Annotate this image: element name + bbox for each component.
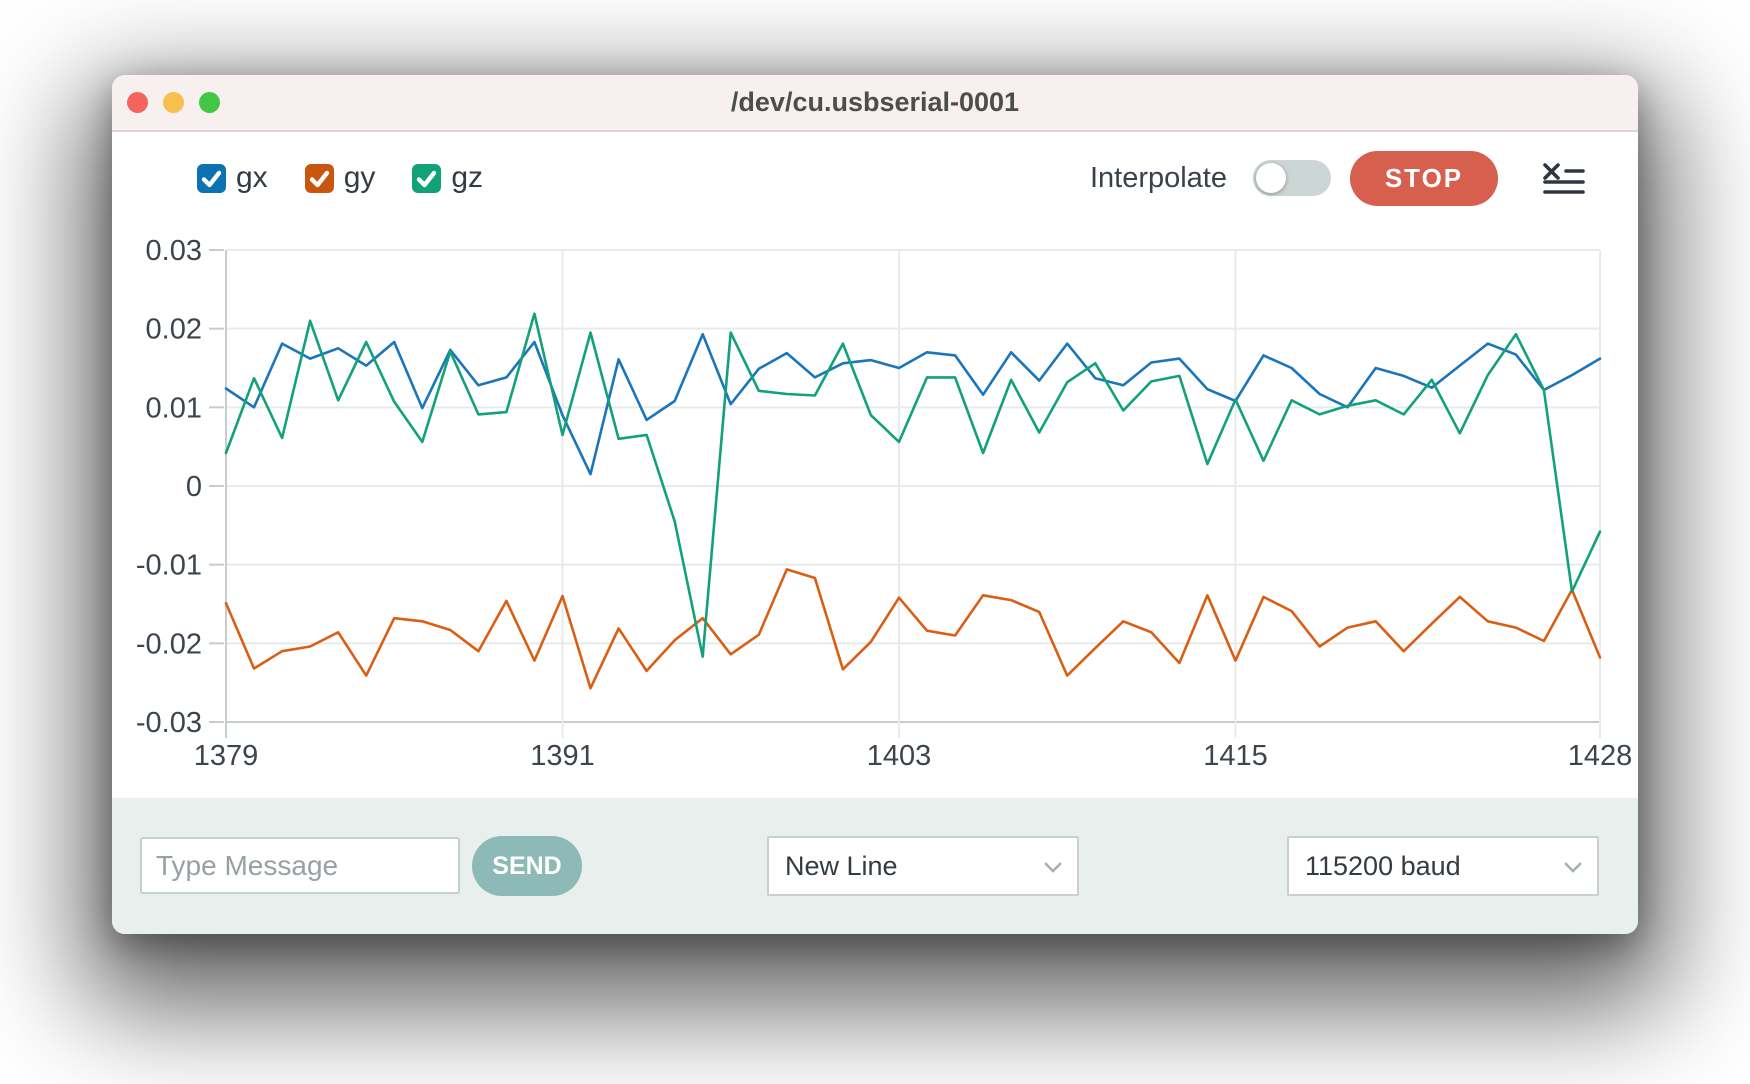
checkbox-checked-icon[interactable]: [412, 163, 442, 193]
close-window-icon[interactable]: [127, 92, 148, 113]
interpolate-label: Interpolate: [1089, 161, 1227, 194]
y-axis-tick-label: 0.03: [146, 235, 202, 267]
y-axis-tick-label: -0.02: [136, 628, 202, 660]
toolbar-controls: Interpolate STOP: [1089, 150, 1586, 206]
chevron-down-icon: [1564, 862, 1582, 873]
checkbox-checked-icon[interactable]: [197, 163, 226, 193]
x-axis-tick-label: 1379: [194, 740, 259, 772]
baud-rate-value: 115200 baud: [1305, 851, 1461, 881]
x-axis-tick-label: 1428: [1568, 740, 1633, 772]
baud-rate-select[interactable]: 115200 baud: [1287, 836, 1599, 896]
minimize-window-icon[interactable]: [163, 92, 184, 113]
interpolate-toggle[interactable]: [1253, 160, 1331, 196]
series-line-gy: [224, 568, 1602, 690]
legend-label: gz: [451, 161, 484, 194]
traffic-lights: [127, 92, 220, 113]
stop-button[interactable]: STOP: [1350, 150, 1498, 206]
legend-checkbox-gz[interactable]: gz: [412, 161, 483, 195]
chart-area: 0.03 0.02 0.01 0 -0.01 -0.02 -0.03 1379 1391 1403…: [112, 235, 1638, 783]
message-bar: SEND New Line 115200 baud: [112, 798, 1638, 934]
y-axis-tick-label: 0.01: [146, 392, 202, 424]
legend-label: gy: [343, 161, 376, 194]
y-axis-tick-label: -0.01: [136, 550, 202, 582]
y-axis-tick-label: 0: [186, 471, 202, 503]
line-ending-select[interactable]: New Line: [767, 836, 1079, 896]
legend-label: gx: [236, 161, 268, 194]
series-legend: gx gy gz: [197, 161, 483, 195]
x-axis-tick-label: 1403: [867, 740, 932, 772]
chevron-down-icon: [1044, 862, 1062, 873]
y-axis-tick-label: -0.03: [136, 707, 202, 739]
series-line-gz: [224, 312, 1602, 659]
message-input[interactable]: [140, 837, 460, 894]
x-axis-tick-label: 1391: [530, 740, 595, 772]
maximize-window-icon[interactable]: [199, 92, 220, 113]
clear-console-icon[interactable]: [1542, 162, 1586, 195]
serial-plotter-window: /dev/cu.usbserial-0001 gx gy gz Interpolat…: [112, 75, 1638, 934]
titlebar[interactable]: /dev/cu.usbserial-0001: [112, 75, 1638, 132]
legend-checkbox-gy[interactable]: gy: [304, 161, 376, 195]
x-axis-tick-label: 1415: [1203, 740, 1268, 772]
toolbar: gx gy gz Interpolate STOP: [112, 147, 1638, 209]
toggle-knob: [1256, 163, 1286, 193]
series-line-gx: [224, 332, 1602, 476]
line-ending-value: New Line: [785, 851, 898, 881]
checkbox-checked-icon[interactable]: [304, 163, 334, 193]
window-title: /dev/cu.usbserial-0001: [730, 87, 1020, 117]
legend-checkbox-gx[interactable]: gx: [197, 161, 268, 195]
y-axis-tick-label: 0.02: [146, 314, 202, 346]
send-button[interactable]: SEND: [472, 836, 582, 896]
